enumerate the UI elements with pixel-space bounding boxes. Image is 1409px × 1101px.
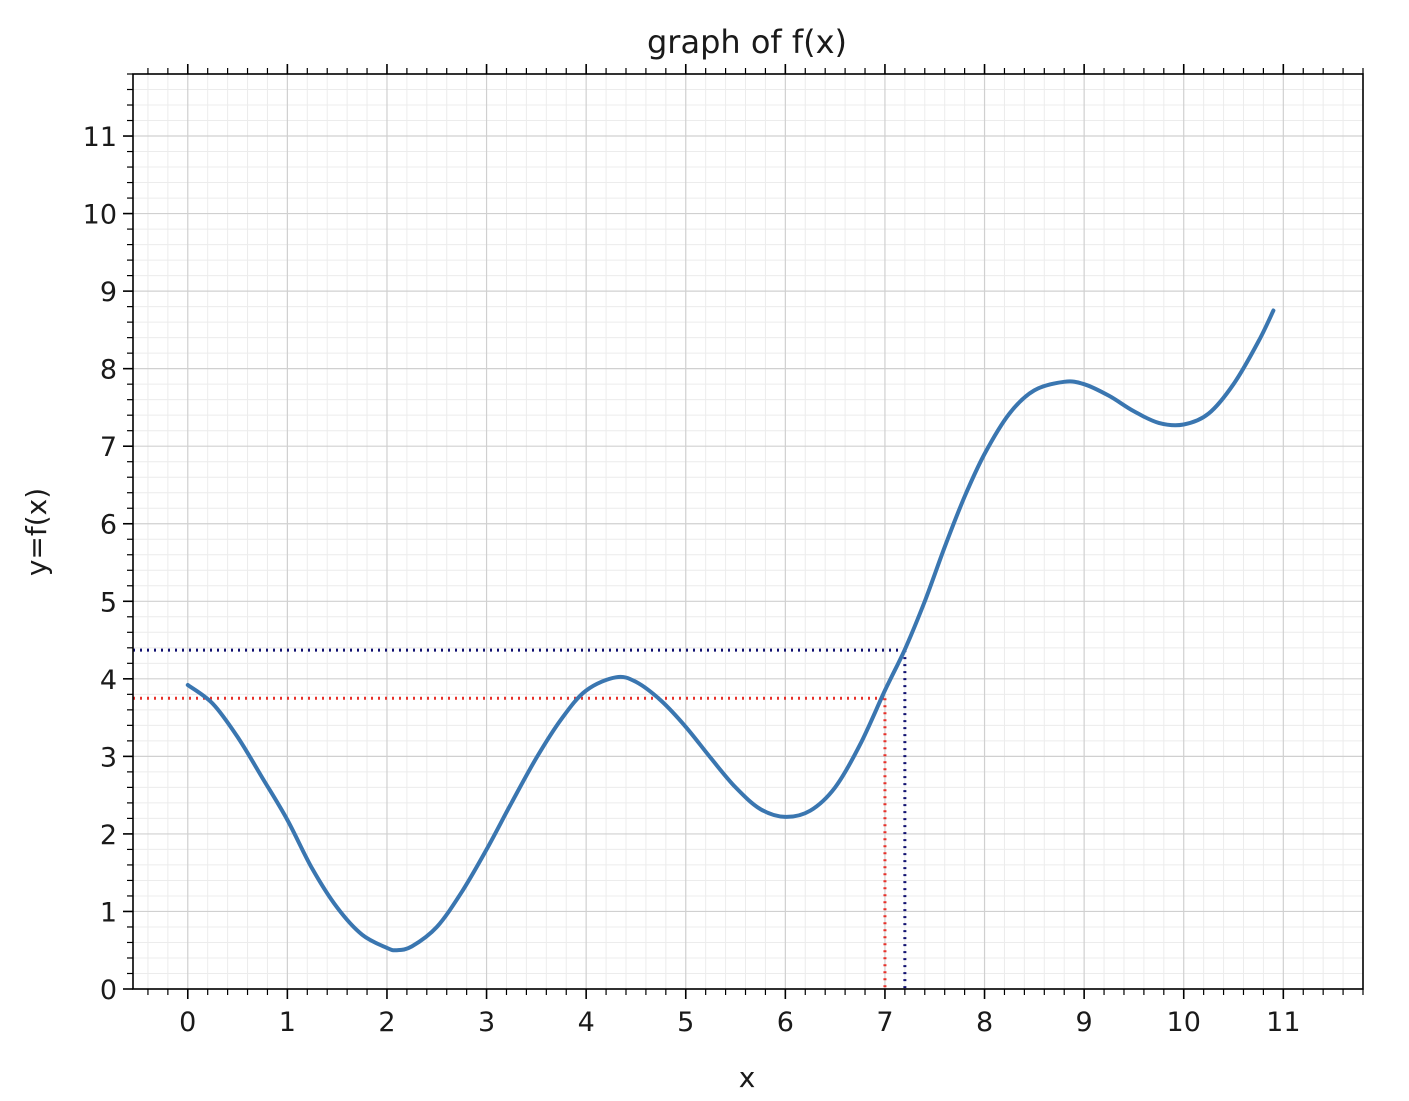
guide-lines — [133, 648, 907, 989]
x-tick-label: 7 — [876, 1007, 893, 1038]
y-tick-label: 8 — [100, 355, 117, 386]
x-tick-label: 2 — [378, 1007, 395, 1038]
y-tick-label: 2 — [100, 820, 117, 851]
y-tick-label: 3 — [100, 742, 117, 773]
x-tick-label: 3 — [478, 1007, 495, 1038]
y-axis-label: y=f(x) — [20, 488, 53, 576]
x-tick-label: 11 — [1266, 1007, 1300, 1038]
series-layer — [185, 308, 1276, 953]
chart-title: graph of f(x) — [647, 23, 847, 61]
x-tick-label: 8 — [976, 1007, 993, 1038]
x-tick-label: 4 — [578, 1007, 595, 1038]
y-tick-label: 11 — [83, 122, 117, 153]
series-line — [185, 308, 1276, 953]
y-tick-label: 6 — [100, 510, 117, 541]
x-tick-label: 0 — [179, 1007, 196, 1038]
y-tick-label: 4 — [100, 665, 117, 696]
y-tick-label: 10 — [83, 200, 117, 231]
y-tick-label: 9 — [100, 277, 117, 308]
y-tick-label: 7 — [100, 432, 117, 463]
axis-ticks — [123, 64, 1364, 999]
x-tick-label: 9 — [1076, 1007, 1093, 1038]
x-tick-label: 5 — [677, 1007, 694, 1038]
y-tick-label: 1 — [100, 897, 117, 928]
minor-gridlines — [133, 73, 1364, 989]
y-tick-label: 0 — [100, 975, 117, 1006]
x-tick-label: 10 — [1167, 1007, 1201, 1038]
y-tick-label: 5 — [100, 587, 117, 618]
x-axis-label: x — [739, 1061, 756, 1094]
major-gridlines — [133, 74, 1363, 990]
x-tick-labels: 0 1 2 3 4 5 6 7 8 9 10 11 — [179, 1007, 1300, 1038]
y-tick-labels: 0 1 2 3 4 5 6 7 8 9 10 11 — [83, 122, 117, 1006]
plot-frame — [132, 73, 1364, 990]
x-tick-label: 1 — [279, 1007, 296, 1038]
x-tick-label: 6 — [777, 1007, 794, 1038]
